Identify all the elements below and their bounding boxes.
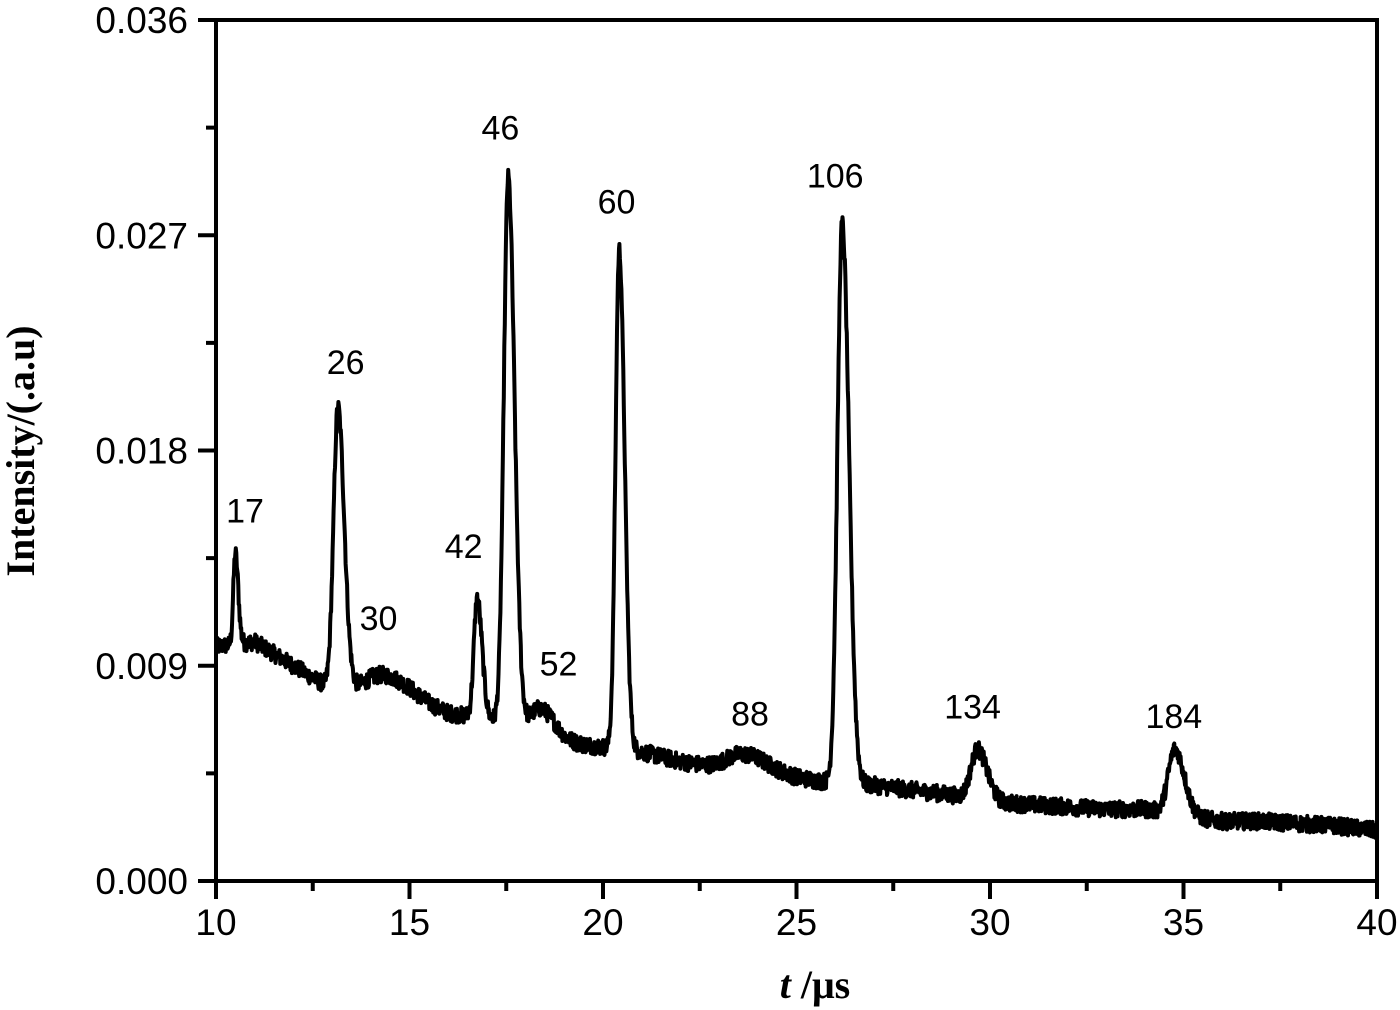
x-axis-ticks	[214, 881, 1379, 899]
y-axis-tick-labels: 0.000 0.009 0.018 0.027 0.036	[95, 0, 188, 902]
peak-label-m42: 42	[445, 528, 483, 566]
peak-label-m184: 184	[1145, 698, 1202, 736]
x-tick-label: 20	[582, 902, 623, 943]
spectrum-line	[214, 167, 1379, 840]
peak-label-m88: 88	[731, 696, 769, 734]
x-axis-title: t /μs	[780, 962, 850, 1007]
y-tick-label: 0.027	[95, 215, 188, 256]
peak-label-m134: 134	[944, 688, 1001, 726]
peak-label-m52: 52	[540, 645, 578, 683]
peak-label-m26: 26	[327, 344, 365, 382]
y-tick-label: 0.036	[95, 0, 188, 41]
peak-label-m17: 17	[226, 492, 264, 530]
x-axis-title-unit: /μs	[791, 962, 850, 1007]
y-axis-ticks	[198, 18, 216, 883]
peak-label-m60: 60	[598, 184, 636, 222]
peak-label-m46: 46	[482, 110, 520, 148]
peak-label-m106: 106	[807, 157, 864, 195]
x-tick-label: 30	[969, 902, 1010, 943]
peak-label-m30: 30	[360, 600, 398, 638]
plot-border	[214, 18, 1379, 883]
plot-frame	[214, 18, 1379, 883]
y-axis-title: Intensity/(.a.u)	[0, 325, 43, 576]
x-tick-label: 35	[1163, 902, 1204, 943]
x-tick-label: 15	[389, 902, 430, 943]
x-axis-tick-labels: 10 15 20 25 30 35 40	[195, 902, 1397, 943]
y-tick-label: 0.009	[95, 646, 188, 687]
y-tick-label: 0.018	[95, 431, 188, 472]
x-axis-title-italic: t	[780, 962, 793, 1007]
y-tick-label: 0.000	[95, 861, 188, 902]
peak-annotations: 17 26 30 42 46 52 60 88 106 134 184	[226, 110, 1202, 736]
x-tick-label: 25	[776, 902, 817, 943]
x-tick-label: 10	[195, 902, 236, 943]
x-tick-label: 40	[1356, 902, 1397, 943]
